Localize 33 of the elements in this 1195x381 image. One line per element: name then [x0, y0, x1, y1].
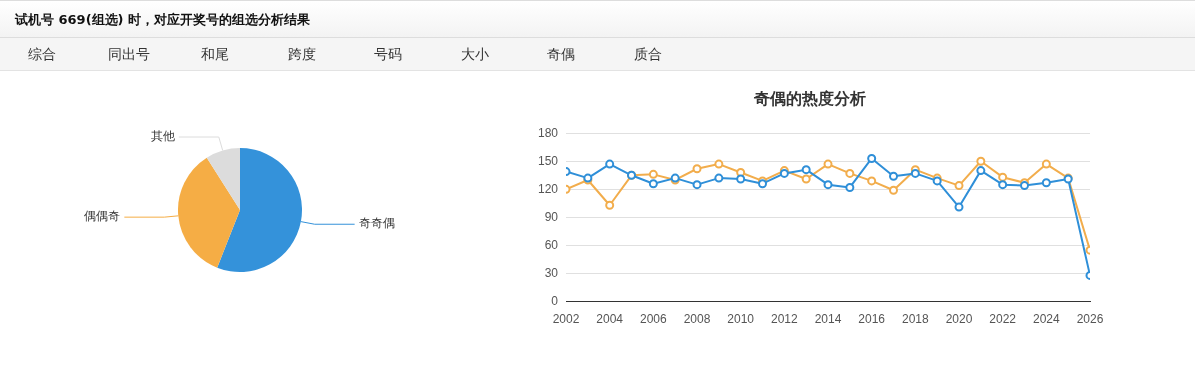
- slice-label: 其他: [150, 129, 175, 144]
- y-tick-label: 150: [537, 153, 559, 168]
- chart-title: 奇偶的热度分析: [753, 88, 866, 108]
- y-tick-label: 0: [551, 293, 559, 308]
- slice-label: 奇奇偶: [358, 216, 395, 231]
- text: 和尾: [200, 46, 230, 64]
- x-tick-label: 2016: [858, 312, 886, 327]
- x-tick-label: 2018: [901, 312, 930, 327]
- y-tick-label: 120: [537, 181, 559, 196]
- text: 号码: [373, 46, 403, 64]
- x-tick-label: 2004: [596, 312, 624, 327]
- x-tick-label: 2012: [770, 312, 799, 327]
- text: 综合: [27, 46, 57, 64]
- text: 跨度: [286, 46, 317, 64]
- text: 质合: [632, 46, 663, 64]
- x-tick-label: 2006: [640, 312, 668, 327]
- x-tick-label: 2010: [727, 312, 755, 327]
- text: 大小: [459, 46, 490, 64]
- x-tick-label: 2020: [945, 312, 973, 327]
- y-tick-label: 30: [544, 265, 559, 280]
- x-tick-label: 2008: [683, 312, 711, 327]
- x-tick-label: 2026: [1076, 312, 1104, 327]
- y-tick-label: 180: [537, 125, 559, 140]
- x-tick-label: 2022: [989, 312, 1017, 327]
- y-tick-label: 90: [544, 209, 559, 224]
- x-tick-label: 2002: [552, 312, 580, 327]
- x-tick-label: 2024: [1032, 312, 1061, 327]
- text: 同出号: [106, 46, 151, 64]
- slice-label: 偶偶奇: [84, 209, 121, 224]
- x-tick-label: 2014: [814, 312, 842, 327]
- y-tick-label: 60: [544, 237, 559, 252]
- text: 试机号 669(组选) 时，对应开奖号的组选分析结果: [15, 11, 311, 29]
- text: 奇偶: [546, 46, 576, 64]
